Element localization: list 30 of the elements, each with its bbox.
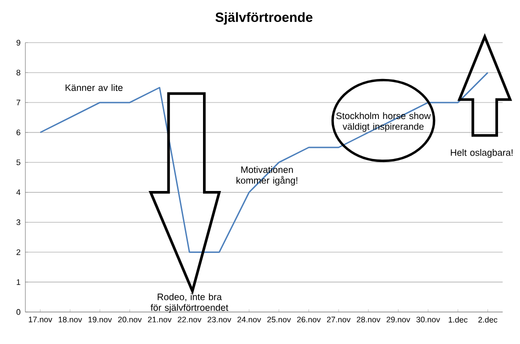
x-tick-label: 27.nov (326, 316, 351, 322)
y-tick-label: 9 (16, 40, 20, 46)
annotation: Rodeo, inte bra för självförtroendet (150, 293, 228, 313)
annotation: Helt oslagbara! (450, 149, 513, 158)
y-tick-label: 6 (16, 130, 20, 136)
x-tick-label: 20.nov (118, 316, 142, 322)
x-tick-label: 22.nov (178, 316, 202, 322)
y-tick-label: 0 (16, 309, 20, 315)
x-tick-label: 24.nov (237, 316, 262, 322)
x-tick-label: 29.nov (386, 316, 410, 322)
x-tick-label: 26.nov (297, 316, 321, 322)
annotation: Känner av lite (66, 84, 123, 91)
x-tick-label: 21.nov (148, 316, 172, 322)
y-tick-label: 3 (16, 219, 20, 226)
y-tick-label: 2 (16, 249, 20, 255)
x-tick-label: 18.nov (58, 316, 82, 322)
y-tick-label: 8 (16, 70, 20, 76)
x-tick-label: 23.nov (208, 316, 232, 322)
x-tick-label: 25.nov (267, 316, 291, 322)
y-tick-label: 1 (16, 279, 20, 285)
x-tick-label: 17.nov (28, 316, 52, 322)
y-tick-label: 7 (16, 100, 20, 106)
x-tick-label: 30.nov (416, 316, 440, 322)
x-tick-label: 19.nov (88, 316, 112, 322)
x-tick-label: 2.dec (478, 316, 498, 323)
y-tick-label: 4 (16, 190, 20, 196)
y-tick-label: 5 (16, 160, 20, 166)
chart-title: Självförtroende (215, 12, 312, 25)
x-tick-label: 1.dec (448, 316, 468, 323)
x-tick-label: 28.nov (356, 316, 380, 322)
